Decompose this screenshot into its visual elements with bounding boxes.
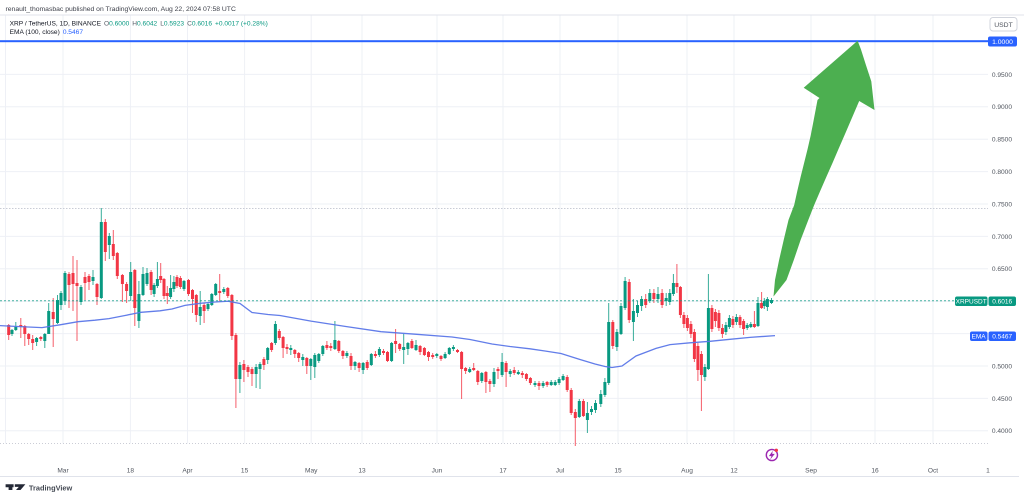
svg-text:TradingView: TradingView	[29, 483, 73, 492]
svg-text:Sep: Sep	[805, 468, 817, 475]
svg-text:0.7000: 0.7000	[992, 234, 1013, 241]
svg-text:USDT: USDT	[994, 22, 1013, 29]
svg-text:0.5000: 0.5000	[992, 363, 1013, 370]
svg-text:May: May	[305, 468, 318, 475]
svg-text:16: 16	[871, 468, 879, 475]
svg-text:0.9000: 0.9000	[992, 104, 1013, 111]
svg-text:17: 17	[499, 468, 507, 475]
svg-text:1: 1	[986, 468, 990, 475]
svg-text:Oct: Oct	[928, 468, 938, 475]
svg-text:0.4000: 0.4000	[992, 428, 1013, 435]
svg-text:15: 15	[614, 468, 622, 475]
svg-text:0.8500: 0.8500	[992, 137, 1013, 144]
svg-text:XRPUSDT: XRPUSDT	[956, 299, 987, 306]
svg-text:15: 15	[241, 468, 249, 475]
svg-text:Mar: Mar	[57, 468, 69, 475]
svg-text:0.7500: 0.7500	[992, 201, 1013, 208]
svg-text:18: 18	[127, 468, 135, 475]
svg-text:0.9500: 0.9500	[992, 72, 1013, 79]
svg-text:EMA (100, close)0.5467: EMA (100, close) 0.5467	[10, 29, 84, 36]
svg-text:0.6500: 0.6500	[992, 266, 1013, 273]
svg-text:13: 13	[358, 468, 366, 475]
svg-text:Jun: Jun	[432, 468, 443, 475]
svg-text:12: 12	[730, 468, 738, 475]
svg-text:Apr: Apr	[182, 468, 193, 475]
svg-text:EMA: EMA	[972, 334, 987, 341]
svg-text:renault_thomasbac published on: renault_thomasbac published on TradingVi…	[6, 6, 236, 13]
svg-text:Aug: Aug	[681, 468, 693, 475]
svg-text:0.8000: 0.8000	[992, 169, 1013, 176]
svg-text:1.0000: 1.0000	[992, 39, 1013, 46]
svg-text:0.5467: 0.5467	[992, 334, 1012, 341]
svg-text:Jul: Jul	[556, 468, 565, 475]
svg-text:0.4500: 0.4500	[992, 396, 1013, 403]
svg-text:0.6016: 0.6016	[992, 299, 1012, 306]
